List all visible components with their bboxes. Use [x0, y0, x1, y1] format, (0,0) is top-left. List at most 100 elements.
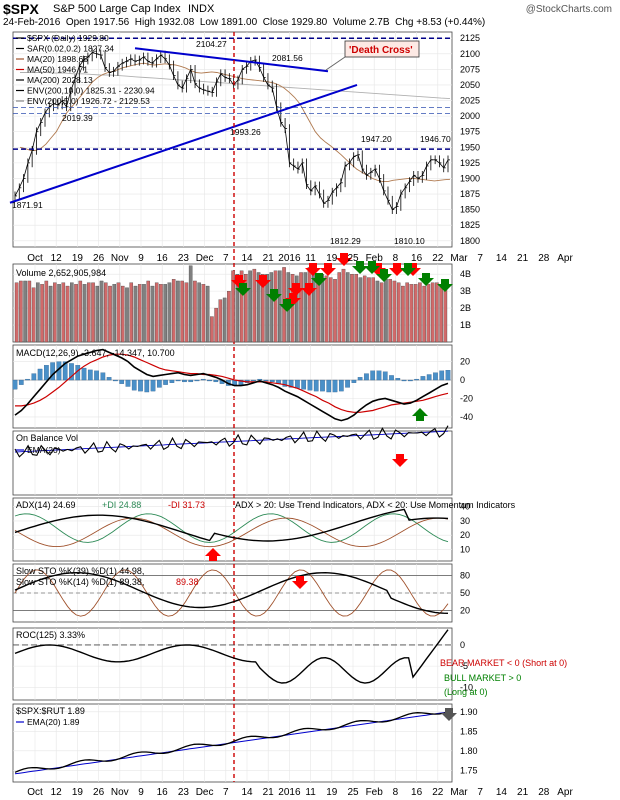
x-axis-label-bottom: 11: [305, 787, 316, 798]
macd-histogram-bar: [18, 379, 24, 385]
macd-histogram-bar: [81, 367, 87, 381]
volume-bar: [350, 274, 354, 343]
high-label: High: [134, 17, 156, 28]
volume-bar: [214, 307, 218, 343]
volume-bar: [392, 280, 397, 343]
volume-bar: [384, 279, 388, 343]
macd-histogram-bar: [150, 379, 156, 392]
macd-histogram-bar: [25, 378, 30, 381]
volume-y-tick: 3B: [460, 286, 471, 296]
roc-line: [14, 629, 449, 684]
volume-bar: [95, 285, 100, 343]
price-legend-entry: MA(20) 1898.65: [27, 54, 88, 64]
volume-red-down-arrow: [336, 253, 352, 266]
volume-bar: [150, 285, 155, 343]
adx-minus-di-line: [14, 517, 449, 548]
price-annotation: 1993.26: [230, 127, 261, 137]
macd-histogram-bar: [295, 379, 300, 389]
price-legend-entry: SAR(0.02,0.2) 1827.34: [27, 44, 114, 54]
x-axis-label-bottom: 12: [51, 787, 63, 798]
volume-bar: [435, 282, 439, 343]
volume-bar: [367, 277, 371, 343]
macd-histogram-bar: [113, 379, 118, 382]
macd-histogram-bar: [345, 379, 350, 388]
sto-39-label: Slow STO %K(39) %D(1) 44.98,: [16, 566, 144, 576]
macd-histogram-bar: [301, 379, 307, 390]
macd-histogram-bar: [131, 379, 137, 391]
x-axis-label-top: 19: [72, 253, 84, 264]
volume-bar: [103, 282, 108, 343]
x-axis-label-top: 28: [538, 253, 550, 264]
volume-green-down-arrow: [437, 279, 453, 292]
macd-histogram-bar: [376, 370, 382, 381]
x-axis-label-top: Nov: [111, 253, 129, 264]
adx-line: [14, 508, 449, 542]
x-axis-label-top: Mar: [450, 253, 468, 264]
watermark: @StockCharts.com: [525, 4, 612, 15]
volume-bar: [235, 274, 240, 343]
volume-bar: [371, 277, 375, 343]
x-axis-label-bottom: 23: [178, 787, 190, 798]
ratio-y-tick: 1.90: [460, 707, 478, 717]
volume-bar: [176, 280, 180, 343]
adx-y-tick: 10: [460, 545, 470, 555]
roc-label: ROC(125) 3.33%: [16, 630, 85, 640]
x-axis-label-bottom: Mar: [450, 787, 468, 798]
x-axis-label-top: 19: [326, 253, 338, 264]
volume-bar: [171, 279, 176, 343]
x-axis-label-top: Apr: [557, 253, 573, 264]
macd-label: MACD(12,26,9) -3.647, -14.347, 10.700: [16, 348, 175, 358]
price-annotation: 1871.91: [12, 200, 43, 210]
volume-label: Volume 2,652,905,984: [16, 268, 106, 278]
close-label: Close: [262, 17, 289, 28]
volume-green-down-arrow: [376, 269, 392, 282]
volume-red-down-arrow: [255, 275, 271, 288]
obv-ema-line: [14, 430, 449, 453]
macd-histogram-bar: [320, 379, 325, 392]
volume-bar: [167, 282, 172, 343]
price-annotation: 1812.29: [330, 236, 361, 246]
volume-bar: [125, 287, 129, 343]
x-axis-label-bottom: Nov: [111, 787, 129, 798]
macd-histogram-bar: [50, 362, 56, 381]
sto-y-tick: 20: [460, 605, 470, 615]
macd-y-tick: 20: [460, 357, 470, 367]
volume-green-down-arrow: [418, 273, 434, 286]
volume-bar: [307, 267, 312, 343]
x-axis-label-bottom: 14: [241, 787, 253, 798]
volume-green-down-arrow: [311, 273, 327, 286]
volume-bar: [201, 284, 206, 343]
macd-histogram-bar: [426, 374, 432, 381]
x-axis-label-bottom: 7: [223, 787, 229, 798]
x-axis-label-top: 7: [477, 253, 483, 264]
obv-label: On Balance Vol: [16, 433, 78, 443]
macd-y-tick: 0: [460, 375, 465, 385]
price-y-tick: 1900: [460, 173, 480, 183]
macd-histogram-bar: [326, 379, 332, 393]
ratio-ema-label: EMA(20) 1.89: [27, 717, 80, 727]
macd-histogram-bar: [94, 370, 99, 381]
volume-bar: [422, 285, 426, 343]
price-annotation: 1810.10: [394, 236, 425, 246]
low-label: Low: [199, 17, 219, 28]
x-axis-label-top: 23: [178, 253, 190, 264]
volume-green-down-arrow: [279, 299, 295, 312]
falling-trendline: [134, 47, 329, 73]
macd-histogram-bar: [251, 379, 256, 382]
death-cross-pointer: [325, 56, 346, 71]
adx-y-tick: 40: [460, 502, 470, 512]
macd-histogram-bar: [389, 375, 394, 381]
x-axis-label-bottom: 16: [157, 787, 169, 798]
macd-histogram-bar: [138, 379, 143, 392]
macd-y-tick: -40: [460, 412, 473, 422]
volume-label: Volume: [332, 17, 367, 28]
volume-bar: [388, 279, 392, 343]
macd-histogram-bar: [445, 370, 451, 381]
price-y-tick: 2025: [460, 96, 480, 106]
volume-bar: [269, 272, 274, 343]
ratio-label: $SPX:$RUT 1.89: [16, 706, 85, 716]
volume-bar: [65, 285, 70, 343]
volume-bar: [328, 277, 333, 343]
macd-histogram-bar: [62, 361, 68, 381]
